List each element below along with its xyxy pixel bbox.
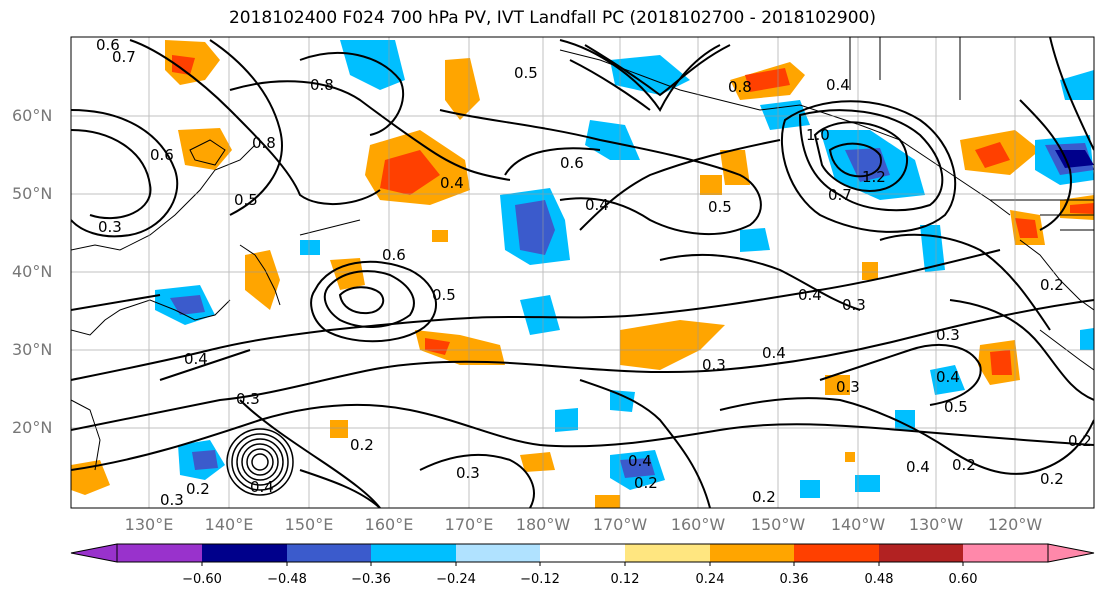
contour-label: 0.2 <box>1068 432 1092 450</box>
anomaly-shading <box>71 40 1094 508</box>
contour-label: 0.4 <box>826 76 850 94</box>
contour-label: 0.5 <box>234 191 258 209</box>
contour-label: 0.3 <box>456 464 480 482</box>
colorbar-tick-label: 0.36 <box>780 572 809 587</box>
colorbar-swatch <box>540 544 625 562</box>
contour-label: 0.5 <box>514 64 538 82</box>
graticule <box>71 37 1094 508</box>
contour-label: 0.5 <box>432 286 456 304</box>
contour-label: 0.4 <box>250 478 274 496</box>
lon-label: 140°W <box>831 515 886 534</box>
colorbar-tick-label: 0.48 <box>865 572 894 587</box>
lat-label-60n: 60°N <box>12 106 52 125</box>
contour-label: 0.5 <box>944 398 968 416</box>
lon-label: 180°W <box>516 515 571 534</box>
contour-label: 0.6 <box>560 154 584 172</box>
contour-label: 0.3 <box>936 326 960 344</box>
colorbar-tick-label: −0.12 <box>520 572 560 587</box>
colorbar-swatch <box>456 544 540 562</box>
lat-label-50n: 50°N <box>12 184 52 203</box>
contour-label: 0.3 <box>702 356 726 374</box>
colorbar-tick-label: −0.60 <box>182 572 222 587</box>
latitude-labels: 60°N 50°N 40°N 30°N 20°N <box>12 106 52 437</box>
lon-label: 170°W <box>593 515 648 534</box>
lon-label: 160°E <box>365 515 414 534</box>
lat-label-40n: 40°N <box>12 262 52 281</box>
contour-label: 0.2 <box>186 480 210 498</box>
contour-label: 0.4 <box>906 458 930 476</box>
contour-label: 0.7 <box>828 186 852 204</box>
colorbar-outline <box>116 543 1049 563</box>
contour-labels: 0.6 0.7 0.8 0.5 0.6 0.8 0.4 0.5 0.3 0.6 … <box>96 36 1092 509</box>
contour-label: 0.4 <box>762 344 786 362</box>
contour-label: 1.0 <box>806 126 830 144</box>
contour-label: 0.8 <box>252 134 276 152</box>
lat-label-20n: 20°N <box>12 418 52 437</box>
lon-label: 130°E <box>125 515 174 534</box>
lon-label: 130°W <box>909 515 964 534</box>
colorbar-swatch <box>625 544 710 562</box>
lon-label: 140°E <box>205 515 254 534</box>
contour-label: 0.5 <box>708 198 732 216</box>
colorbar-tick-marks <box>201 562 964 566</box>
contour-label: 0.2 <box>1040 470 1064 488</box>
lon-label: 170°E <box>445 515 494 534</box>
colorbar-swatch <box>963 544 1048 562</box>
colorbar-swatch <box>879 544 963 562</box>
contour-label: 0.2 <box>752 488 776 506</box>
contour-label: 0.3 <box>236 390 260 408</box>
lon-label: 160°W <box>671 515 726 534</box>
colorbar-tick-label: −0.24 <box>436 572 476 587</box>
contour-label: 0.6 <box>150 146 174 164</box>
typhoon-contours <box>226 428 294 496</box>
colorbar-tick-label: 0.12 <box>611 572 640 587</box>
pv-contours <box>71 37 1094 508</box>
contour-label: 0.4 <box>585 196 609 214</box>
contour-label: 0.6 <box>382 246 406 264</box>
map-title: 2018102400 F024 700 hPa PV, IVT Landfall… <box>228 8 876 28</box>
colorbar-swatch <box>287 544 371 562</box>
contour-label: 0.8 <box>310 76 334 94</box>
colorbar-swatch <box>794 544 879 562</box>
contour-label: 0.3 <box>836 378 860 396</box>
colorbar-tick-label: −0.48 <box>267 572 307 587</box>
longitude-labels: 130°E 140°E 150°E 160°E 170°E 180°W 170°… <box>125 515 1043 534</box>
contour-label: 0.6 <box>96 36 120 54</box>
lon-label: 150°W <box>751 515 806 534</box>
contour-label: 0.3 <box>160 491 184 509</box>
contour-label: 0.2 <box>350 436 374 454</box>
colorbar-tick-label: −0.36 <box>351 572 391 587</box>
contour-label: 1.2 <box>862 168 886 186</box>
colorbar-swatch <box>202 544 287 562</box>
colorbar-tick-label: 0.60 <box>949 572 978 587</box>
colorbar-swatch <box>371 544 456 562</box>
lat-label-30n: 30°N <box>12 340 52 359</box>
contour-label: 0.3 <box>98 218 122 236</box>
lon-label: 120°W <box>988 515 1043 534</box>
colorbar-swatch <box>117 544 202 562</box>
contour-label: 0.2 <box>952 456 976 474</box>
contour-label: 0.4 <box>440 174 464 192</box>
colorbar-swatch <box>710 544 794 562</box>
colorbar-min-arrow <box>70 543 118 563</box>
contour-label: 0.8 <box>728 78 752 96</box>
contour-label: 0.4 <box>184 350 208 368</box>
contour-label: 0.2 <box>1040 276 1064 294</box>
contour-label: 0.4 <box>798 286 822 304</box>
contour-label: 0.2 <box>634 474 658 492</box>
colorbar-tick-label: 0.24 <box>696 572 725 587</box>
map-border <box>70 36 1095 509</box>
contour-label: 0.7 <box>112 48 136 66</box>
lon-label: 150°E <box>285 515 334 534</box>
colorbar-max-arrow <box>1047 543 1095 563</box>
colorbar: −0.60 −0.48 −0.36 −0.24 −0.12 0.12 0.24 … <box>70 543 1095 587</box>
contour-label: 0.4 <box>628 452 652 470</box>
contour-label: 0.3 <box>842 296 866 314</box>
contour-label: 0.4 <box>936 368 960 386</box>
